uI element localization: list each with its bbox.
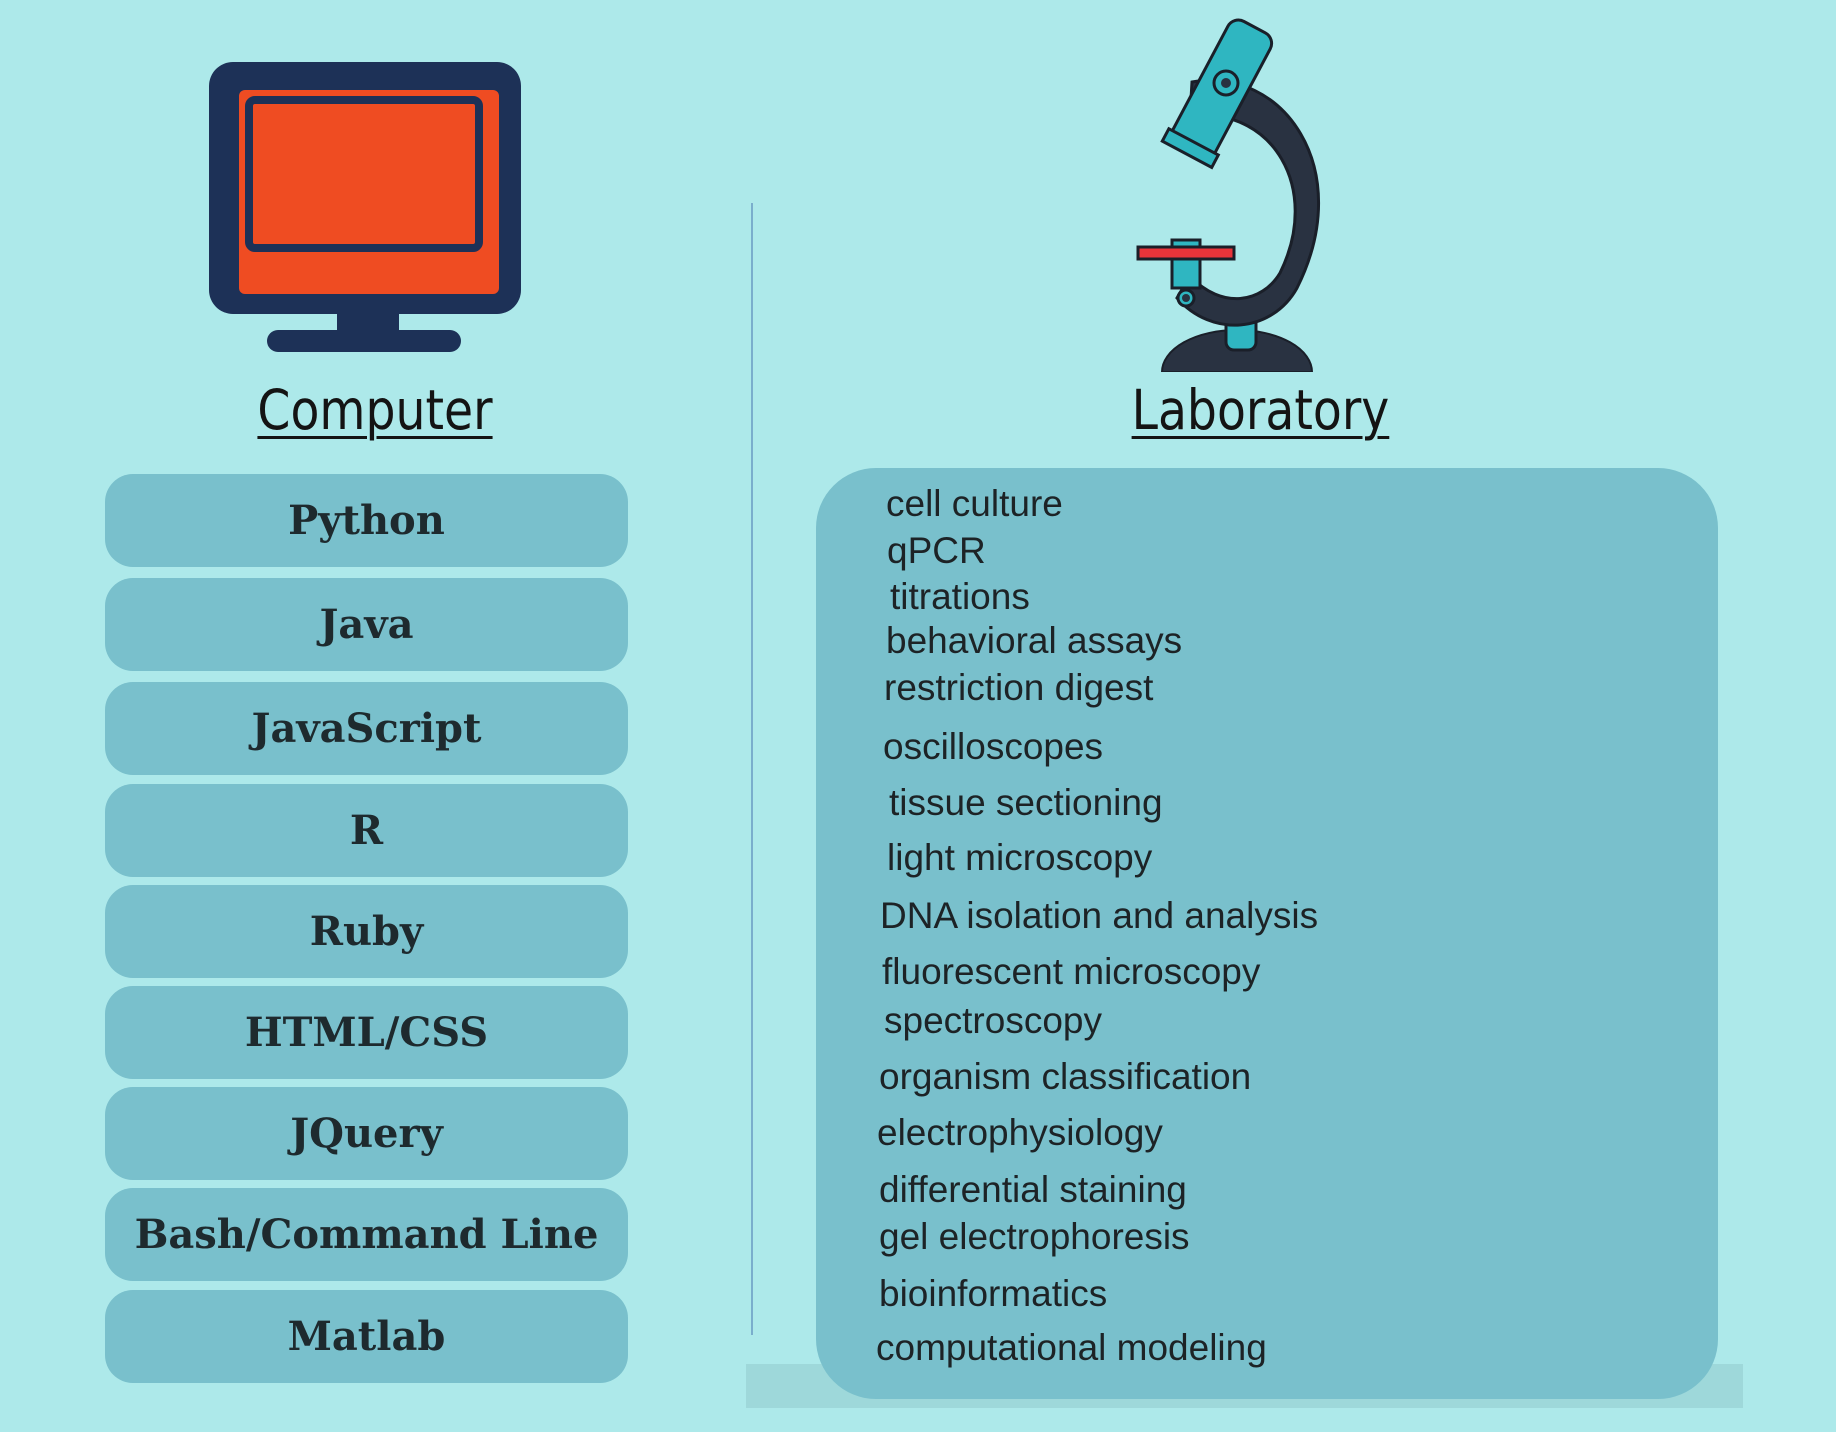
skill-label: Matlab (287, 1313, 446, 1360)
lab-skill-item: light microscopy (887, 837, 1153, 878)
lab-skill-item: bioinformatics (879, 1273, 1108, 1314)
skill-label: HTML/CSS (244, 1009, 489, 1056)
skill-box-bash: Bash/Command Line (105, 1188, 628, 1281)
column-divider (751, 203, 753, 1335)
lab-skill-item: organism classification (879, 1056, 1252, 1097)
lab-skill-item: cell culture (886, 483, 1063, 524)
skill-box-matlab: Matlab (105, 1290, 628, 1383)
computer-monitor-icon (209, 62, 521, 352)
skill-label: Python (288, 497, 445, 544)
lab-skill-item: restriction digest (884, 667, 1154, 708)
skill-box-r: R (105, 784, 628, 877)
lab-skill-item: gel electrophoresis (879, 1216, 1190, 1257)
skill-box-python: Python (105, 474, 628, 567)
lab-skill-item: computational modeling (876, 1327, 1267, 1368)
lab-skill-item: electrophysiology (877, 1112, 1163, 1153)
lab-skill-item: qPCR (887, 530, 986, 571)
skill-label: R (349, 807, 384, 854)
lab-skill-item: spectroscopy (884, 1000, 1102, 1041)
skill-box-ruby: Ruby (105, 885, 628, 978)
skill-label: Ruby (309, 908, 424, 955)
lab-skill-item: oscilloscopes (883, 726, 1104, 767)
skill-box-javascript: JavaScript (105, 682, 628, 775)
skill-label: Bash/Command Line (134, 1211, 599, 1258)
skill-box-jquery: JQuery (105, 1087, 628, 1180)
lab-skill-item: titrations (890, 576, 1030, 617)
microscope-icon (1136, 18, 1321, 372)
lab-skill-item: fluorescent microscopy (882, 951, 1261, 992)
skill-box-html-css: HTML/CSS (105, 986, 628, 1079)
skill-label: JavaScript (251, 705, 482, 752)
skill-box-java: Java (105, 578, 628, 671)
skill-label: JQuery (290, 1110, 443, 1157)
lab-skill-item: differential staining (879, 1169, 1187, 1210)
lab-skill-item: tissue sectioning (889, 782, 1163, 823)
skill-label: Java (319, 601, 414, 648)
computer-heading: Computer (257, 378, 493, 442)
lab-skill-item: DNA isolation and analysis (880, 895, 1319, 936)
lab-skill-item: behavioral assays (886, 620, 1183, 661)
laboratory-skills-panel: cell culture qPCR titrations behavioral … (816, 468, 1718, 1399)
laboratory-heading: Laboratory (1131, 378, 1390, 442)
